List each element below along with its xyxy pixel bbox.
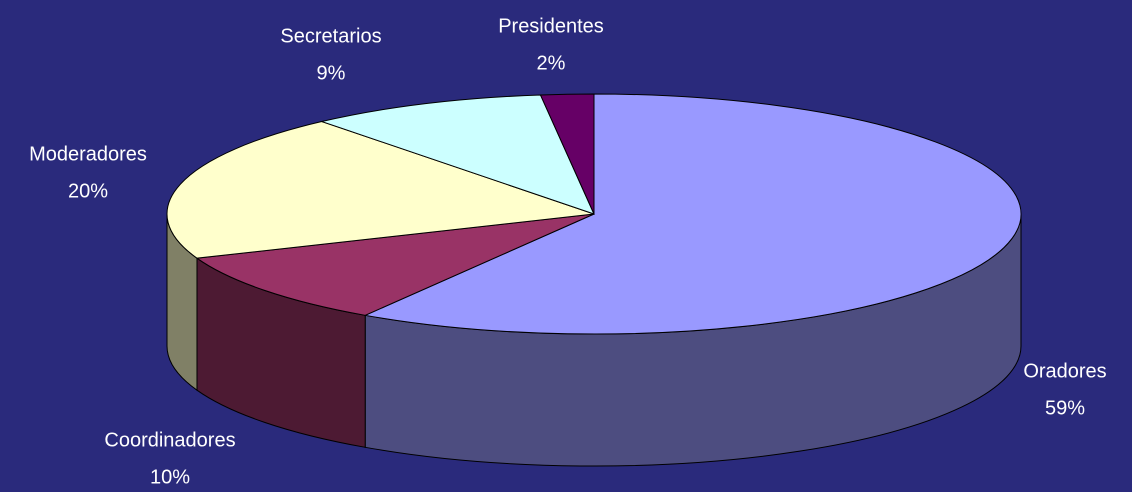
slice-value-label: 59% <box>1045 397 1085 419</box>
slice-label: Moderadores <box>29 143 147 165</box>
slice-label: Oradores <box>1023 360 1106 382</box>
pie-slice <box>166 121 595 259</box>
pie-slice <box>195 213 595 316</box>
slice-value-label: 20% <box>68 180 108 202</box>
pie-slice <box>363 93 1022 335</box>
slice-label: Coordinadores <box>104 429 235 451</box>
slice-value-label: 2% <box>537 52 566 74</box>
slice-value-label: 9% <box>317 62 346 84</box>
slice-label: Presidentes <box>498 15 604 37</box>
pie-slice <box>319 94 595 215</box>
slice-value-label: 10% <box>150 466 190 488</box>
pie-slice <box>539 93 595 215</box>
slice-label: Secretarios <box>280 25 381 47</box>
